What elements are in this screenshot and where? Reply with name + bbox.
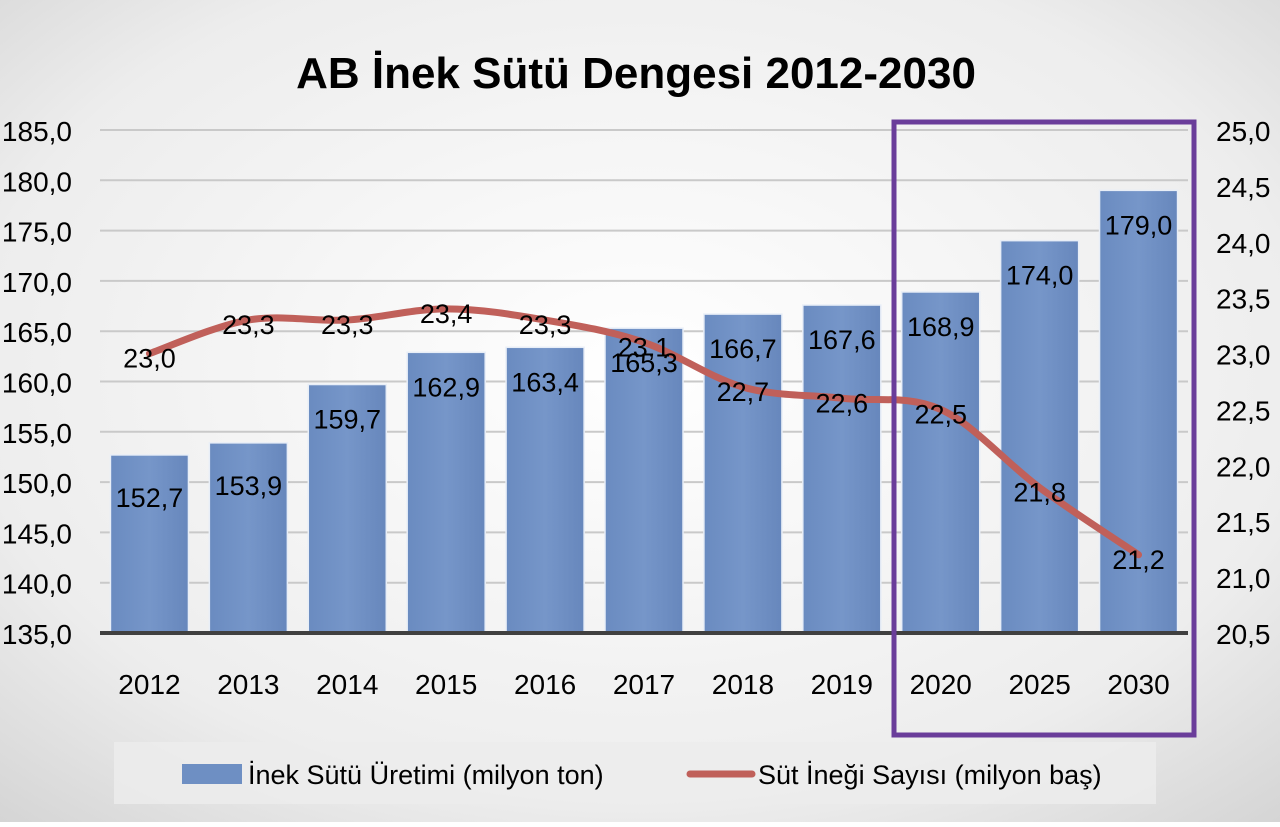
- right-tick-label: 21,5: [1216, 507, 1271, 538]
- right-tick-label: 22,5: [1216, 395, 1271, 426]
- right-tick-label: 23,0: [1216, 340, 1271, 371]
- line-value-label: 23,1: [618, 332, 671, 362]
- left-tick-label: 175,0: [2, 217, 72, 248]
- x-tick-label: 2025: [1008, 669, 1070, 700]
- bar-value-label: 153,9: [215, 471, 283, 501]
- bar-value-label: 162,9: [412, 372, 480, 402]
- bar-value-label: 179,0: [1105, 210, 1173, 240]
- x-tick-label: 2013: [217, 669, 279, 700]
- line-value-label: 23,0: [123, 344, 176, 374]
- left-tick-label: 185,0: [2, 116, 72, 147]
- right-tick-label: 25,0: [1216, 116, 1271, 147]
- bar-2025: [1001, 241, 1079, 633]
- left-axis: 185,0 180,0 175,0 170,0 165,0 160,0 155,0 150,0…: [2, 116, 72, 650]
- right-tick-label: 24,0: [1216, 228, 1271, 259]
- x-tick-label: 2019: [811, 669, 873, 700]
- bar-value-label: 168,9: [907, 312, 975, 342]
- line-value-label: 22,7: [717, 377, 770, 407]
- line-value-label: 23,4: [420, 299, 473, 329]
- line-value-label: 23,3: [321, 310, 374, 340]
- line-value-label: 21,8: [1013, 478, 1066, 508]
- left-tick-label: 170,0: [2, 267, 72, 298]
- bar-2020: [902, 292, 980, 633]
- right-tick-label: 20,5: [1216, 619, 1271, 650]
- right-tick-label: 21,0: [1216, 563, 1271, 594]
- left-tick-label: 145,0: [2, 518, 72, 549]
- legend-label-bars: İnek Sütü Üretimi (milyon ton): [248, 759, 604, 790]
- legend: İnek Sütü Üretimi (milyon ton) Süt İneği …: [114, 742, 1156, 804]
- x-tick-label: 2018: [712, 669, 774, 700]
- x-tick-label: 2020: [910, 669, 972, 700]
- line-value-label: 22,5: [914, 399, 967, 429]
- line-value-label: 23,3: [519, 310, 572, 340]
- x-tick-label: 2015: [415, 669, 477, 700]
- right-tick-label: 22,0: [1216, 451, 1271, 482]
- bar-value-label: 159,7: [313, 405, 381, 435]
- left-tick-label: 155,0: [2, 418, 72, 449]
- x-tick-label: 2012: [118, 669, 180, 700]
- bar-2012: [110, 455, 188, 633]
- line-value-label: 23,3: [222, 310, 275, 340]
- left-tick-label: 150,0: [2, 468, 72, 499]
- right-tick-label: 23,5: [1216, 284, 1271, 315]
- bar-value-label: 167,6: [808, 325, 876, 355]
- legend-label-line: Süt İneği Sayısı (milyon baş): [758, 759, 1102, 790]
- bar-value-label: 174,0: [1006, 261, 1074, 291]
- left-tick-label: 160,0: [2, 368, 72, 399]
- left-tick-label: 140,0: [2, 569, 72, 600]
- line-value-label: 22,6: [816, 388, 869, 418]
- left-tick-label: 180,0: [2, 166, 72, 197]
- chart-title: AB İnek Sütü Dengesi 2012-2030: [296, 49, 976, 98]
- x-tick-label: 2017: [613, 669, 675, 700]
- x-tick-label: 2016: [514, 669, 576, 700]
- left-tick-label: 135,0: [2, 619, 72, 650]
- x-tick-label: 2030: [1107, 669, 1169, 700]
- legend-swatch-bars: [182, 764, 242, 784]
- bar-value-label: 152,7: [116, 483, 184, 513]
- line-value-label: 21,2: [1112, 545, 1165, 575]
- left-tick-label: 165,0: [2, 317, 72, 348]
- x-tick-label: 2014: [316, 669, 378, 700]
- x-axis: 2012 2013 2014 2015 2016 2017 2018 2019 2020 2025…: [118, 669, 1169, 700]
- bar-value-label: 166,7: [709, 334, 777, 364]
- bar-value-label: 163,4: [511, 367, 579, 397]
- right-tick-label: 24,5: [1216, 172, 1271, 203]
